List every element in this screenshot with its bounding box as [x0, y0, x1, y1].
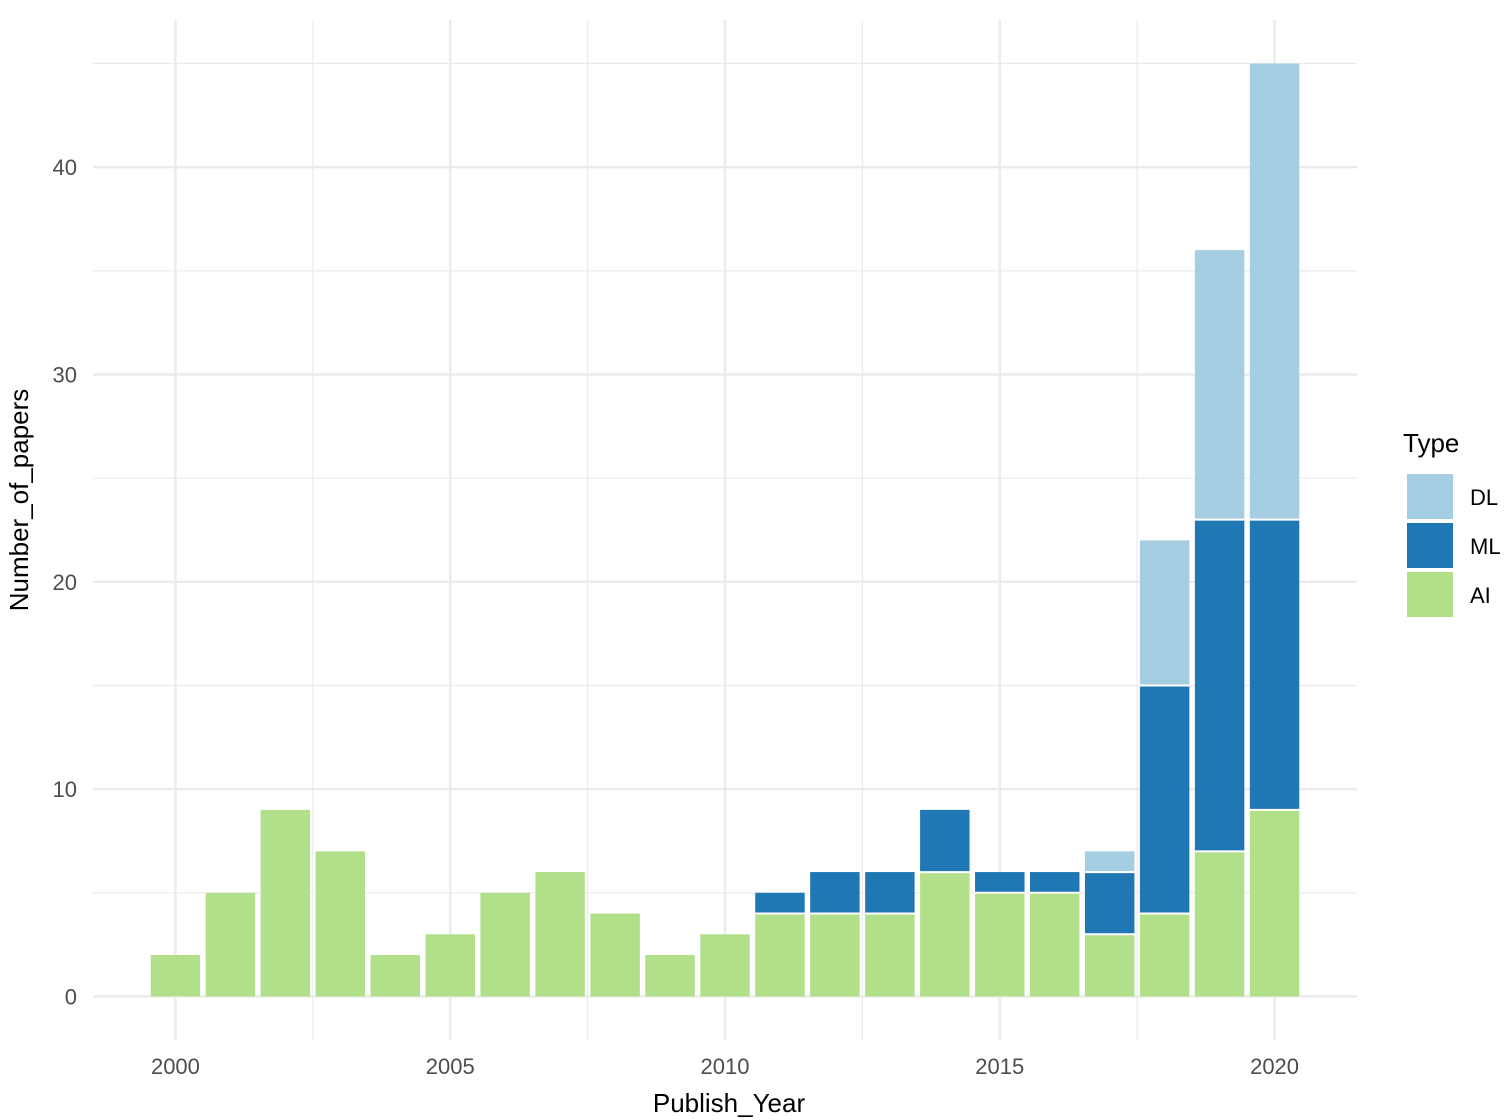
bar-ml-2011 — [755, 892, 805, 914]
bar-ai-2019 — [1194, 851, 1245, 997]
y-tick-label: 20 — [53, 570, 77, 595]
bar-ai-2017 — [1084, 934, 1135, 997]
y-axis-title: Number_of_papers — [4, 389, 34, 612]
legend-label-ai: AI — [1470, 583, 1491, 608]
bar-ai-2006 — [480, 892, 530, 997]
y-axis-tick-labels: 0 10 20 30 40 — [53, 155, 77, 1009]
x-tick-label: 2010 — [701, 1054, 750, 1079]
bar-ai-2011 — [755, 913, 805, 997]
x-axis-tick-labels: 2000 2005 2010 2015 2020 — [151, 1054, 1299, 1079]
bar-ai-2015 — [975, 892, 1025, 997]
bar-ai-2008 — [590, 913, 640, 997]
legend-entries: DL ML AI — [1407, 474, 1501, 617]
legend-label-dl: DL — [1470, 485, 1498, 510]
bar-dl-2017 — [1084, 851, 1135, 873]
bar-ai-2007 — [535, 872, 585, 997]
bar-ai-2002 — [260, 809, 311, 997]
bar-ml-2013 — [865, 872, 915, 914]
bar-ml-2015 — [975, 872, 1025, 893]
bar-ai-2016 — [1030, 892, 1080, 997]
bar-dl-2019 — [1194, 250, 1245, 520]
y-tick-label: 10 — [53, 777, 77, 802]
bars — [150, 63, 1300, 997]
bar-ml-2018 — [1139, 685, 1190, 914]
bar-ai-2010 — [700, 934, 750, 997]
bar-ai-2018 — [1139, 913, 1190, 997]
bar-ml-2019 — [1194, 519, 1245, 852]
bar-ai-2009 — [645, 955, 695, 997]
legend-label-ml: ML — [1470, 534, 1501, 559]
x-tick-label: 2020 — [1250, 1054, 1299, 1079]
y-tick-label: 30 — [53, 363, 77, 388]
bar-ai-2020 — [1249, 809, 1300, 997]
bar-ai-2005 — [425, 934, 475, 997]
legend-key-dl — [1407, 474, 1453, 519]
legend-title: Type — [1403, 428, 1459, 458]
bar-ai-2001 — [205, 892, 256, 997]
x-axis-title: Publish_Year — [653, 1088, 806, 1118]
bar-dl-2020 — [1249, 63, 1300, 520]
x-tick-label: 2000 — [151, 1054, 200, 1079]
bar-ml-2017 — [1084, 872, 1135, 935]
bar-ai-2003 — [315, 851, 366, 997]
bar-ml-2012 — [810, 872, 860, 914]
bar-ml-2020 — [1249, 519, 1300, 810]
x-tick-label: 2015 — [975, 1054, 1024, 1079]
legend-key-ml — [1407, 523, 1453, 568]
bar-ai-2013 — [865, 913, 915, 997]
bar-ml-2014 — [920, 809, 970, 873]
y-tick-label: 40 — [53, 155, 77, 180]
bar-ai-2012 — [810, 913, 860, 997]
bar-ai-2004 — [370, 955, 420, 997]
bar-ml-2016 — [1030, 872, 1080, 893]
x-tick-label: 2005 — [426, 1054, 475, 1079]
bar-ai-2014 — [920, 872, 970, 997]
bar-ai-2000 — [150, 955, 201, 997]
legend-key-ai — [1407, 572, 1453, 617]
legend: Type DL ML AI — [1403, 428, 1501, 617]
bar-dl-2018 — [1139, 540, 1190, 686]
y-tick-label: 0 — [65, 984, 77, 1009]
